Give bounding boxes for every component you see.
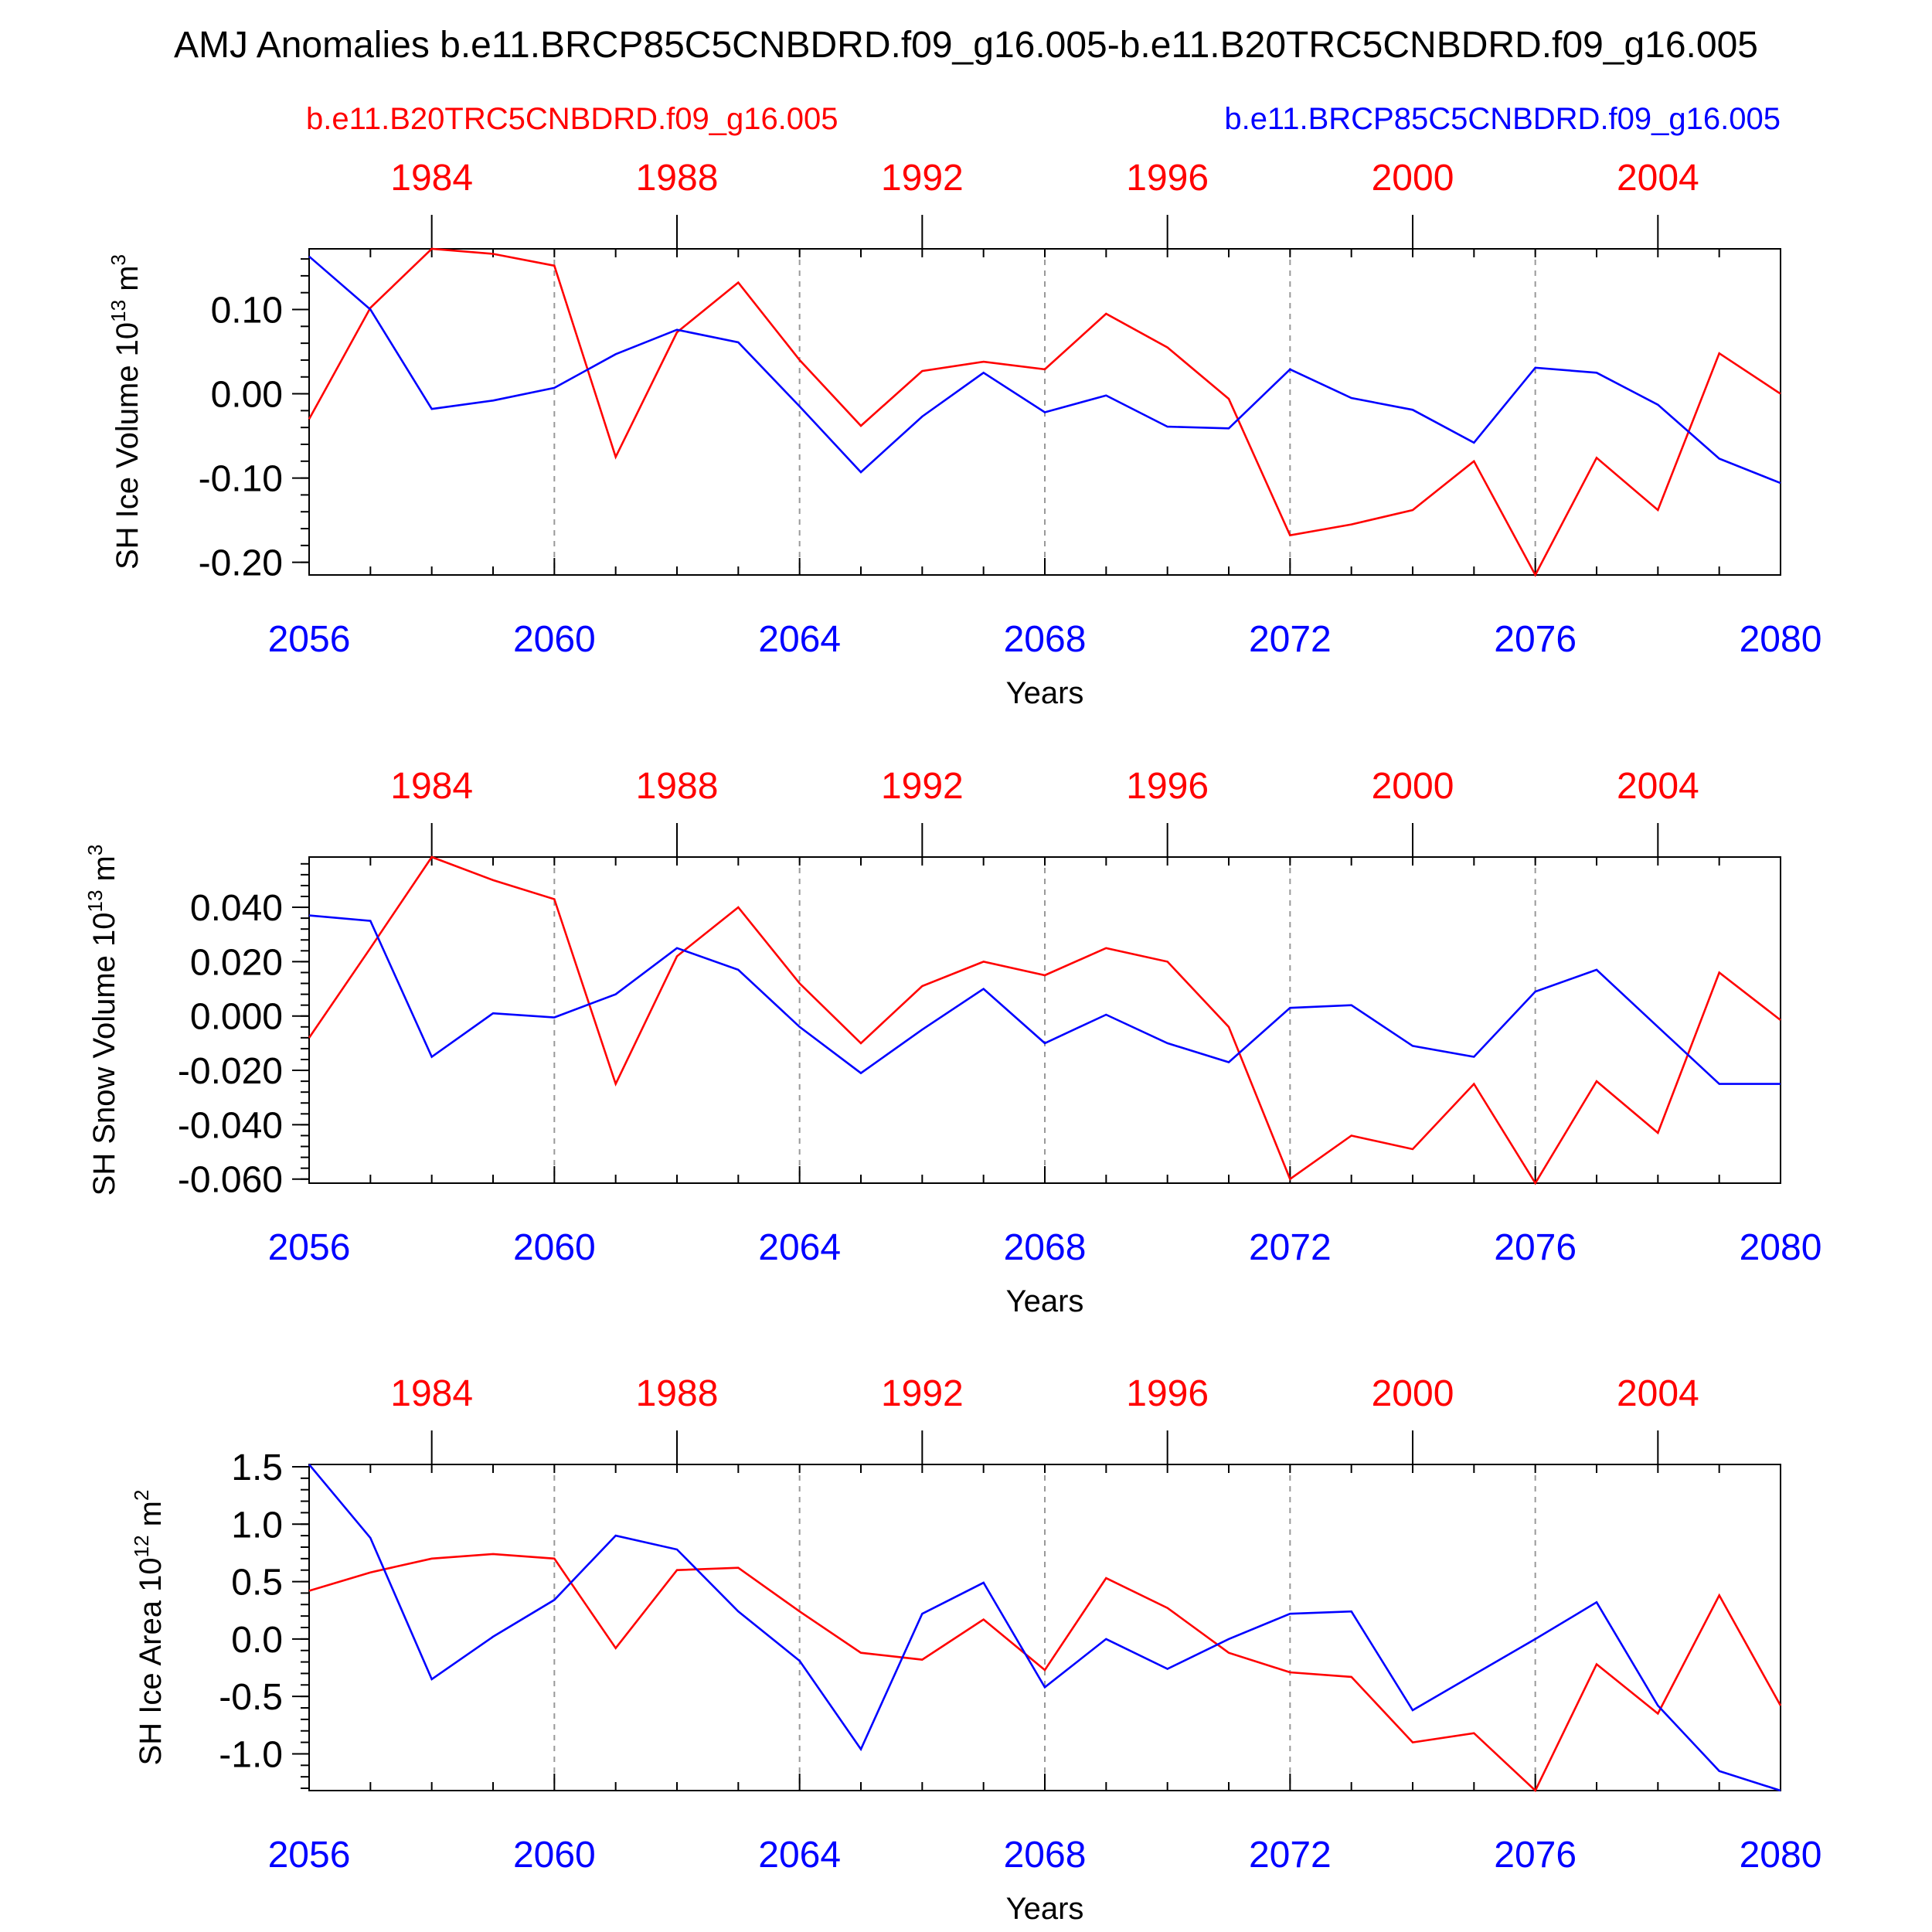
top-x-tick-label: 1988: [636, 158, 719, 199]
series-line-rcp85: [308, 1464, 1781, 1792]
x-tick-label: 2072: [1249, 1835, 1332, 1876]
y-tick-label: 0.5: [231, 1563, 283, 1604]
y-tick-label: 0.10: [211, 291, 283, 332]
y-tick-label: 0.00: [211, 375, 283, 416]
top-x-tick-label: 2004: [1617, 1373, 1699, 1414]
x-tick-label: 2060: [513, 1835, 596, 1876]
legend-label-historical: b.e11.B20TRC5CNBDRD.f09_g16.005: [306, 102, 838, 136]
top-x-tick-label: 2000: [1372, 766, 1454, 807]
y-tick-label: 0.000: [190, 997, 283, 1038]
x-tick-label: 2064: [758, 1835, 841, 1876]
x-tick-label: 2060: [513, 1227, 596, 1268]
y-tick-label: -0.040: [178, 1105, 283, 1146]
panel-ice-volume: b.e11.B20TRC5CNBDRD.f09_g16.005 b.e11.BRC…: [107, 102, 1821, 710]
x-tick-label: 2076: [1494, 619, 1577, 660]
y-tick-label: -0.5: [219, 1677, 283, 1718]
y-tick-label: 1.0: [231, 1505, 283, 1546]
y-tick-label: 0.0: [231, 1620, 283, 1661]
y-tick-label: -0.020: [178, 1051, 283, 1092]
x-tick-label: 2056: [268, 619, 351, 660]
x-axis-title: Years: [1006, 1892, 1084, 1926]
x-tick-label: 2080: [1740, 1227, 1822, 1268]
top-x-tick-label: 1996: [1126, 158, 1209, 199]
x-tick-label: 2064: [758, 619, 841, 660]
panel-ice-area: 1984 1988 1992 1996 2000 2004 2056 2060 2064 2068…: [130, 1373, 1821, 1926]
x-tick-label: 2068: [1004, 619, 1087, 660]
series-line-historical: [308, 247, 1781, 577]
top-x-tick-label: 2000: [1372, 158, 1454, 199]
y-axis-title: SH Ice Volume 1013 m3: [107, 254, 145, 570]
x-tick-label: 2072: [1249, 619, 1332, 660]
series-line-historical: [308, 1553, 1782, 1793]
x-tick-label: 2060: [513, 619, 596, 660]
y-tick-label: -0.060: [178, 1160, 283, 1201]
top-x-tick-label: 1984: [390, 158, 473, 199]
y-axis-title: SH Ice Area 1012 m2: [130, 1490, 168, 1766]
top-x-tick-label: 1992: [881, 158, 964, 199]
figure-title: AMJ Anomalies b.e11.BRCP85C5CNBDRD.f09_g…: [174, 25, 1758, 66]
series-line-rcp85: [308, 914, 1781, 1085]
y-tick-label: -0.20: [199, 543, 283, 584]
top-x-tick-label: 1984: [390, 1373, 473, 1414]
top-x-tick-label: 1992: [881, 1373, 964, 1414]
y-tick-label: 0.020: [190, 942, 283, 983]
top-x-tick-label: 2000: [1372, 1373, 1454, 1414]
top-x-tick-label: 1988: [636, 766, 719, 807]
x-tick-label: 2068: [1004, 1227, 1087, 1268]
x-tick-label: 2064: [758, 1227, 841, 1268]
y-axis-title: SH Snow Volume 1013 m3: [83, 845, 121, 1196]
x-tick-label: 2076: [1494, 1835, 1577, 1876]
y-tick-label: -1.0: [219, 1734, 283, 1775]
panel-snow-volume: 1984 1988 1992 1996 2000 2004 2056 2060 2064 2068…: [83, 766, 1821, 1318]
x-tick-label: 2072: [1249, 1227, 1332, 1268]
y-tick-label: 0.040: [190, 888, 283, 929]
top-x-tick-label: 2004: [1617, 158, 1699, 199]
x-axis-title: Years: [1006, 1284, 1084, 1318]
legend-label-rcp85: b.e11.BRCP85C5CNBDRD.f09_g16.005: [1224, 102, 1781, 136]
top-x-tick-label: 1984: [390, 766, 473, 807]
x-tick-label: 2056: [268, 1227, 351, 1268]
top-x-tick-label: 1992: [881, 766, 964, 807]
x-tick-label: 2056: [268, 1835, 351, 1876]
x-tick-label: 2076: [1494, 1227, 1577, 1268]
y-tick-label: -0.10: [199, 459, 283, 500]
y-tick-label: 1.5: [231, 1447, 283, 1488]
top-x-tick-label: 2004: [1617, 766, 1699, 807]
x-tick-label: 2080: [1740, 1835, 1822, 1876]
top-x-tick-label: 1988: [636, 1373, 719, 1414]
top-x-tick-label: 1996: [1126, 766, 1209, 807]
x-axis-title: Years: [1006, 676, 1084, 710]
x-tick-label: 2080: [1740, 619, 1822, 660]
top-x-tick-label: 1996: [1126, 1373, 1209, 1414]
series-line-historical: [308, 855, 1781, 1185]
x-tick-label: 2068: [1004, 1835, 1087, 1876]
series-line-rcp85: [308, 255, 1781, 485]
